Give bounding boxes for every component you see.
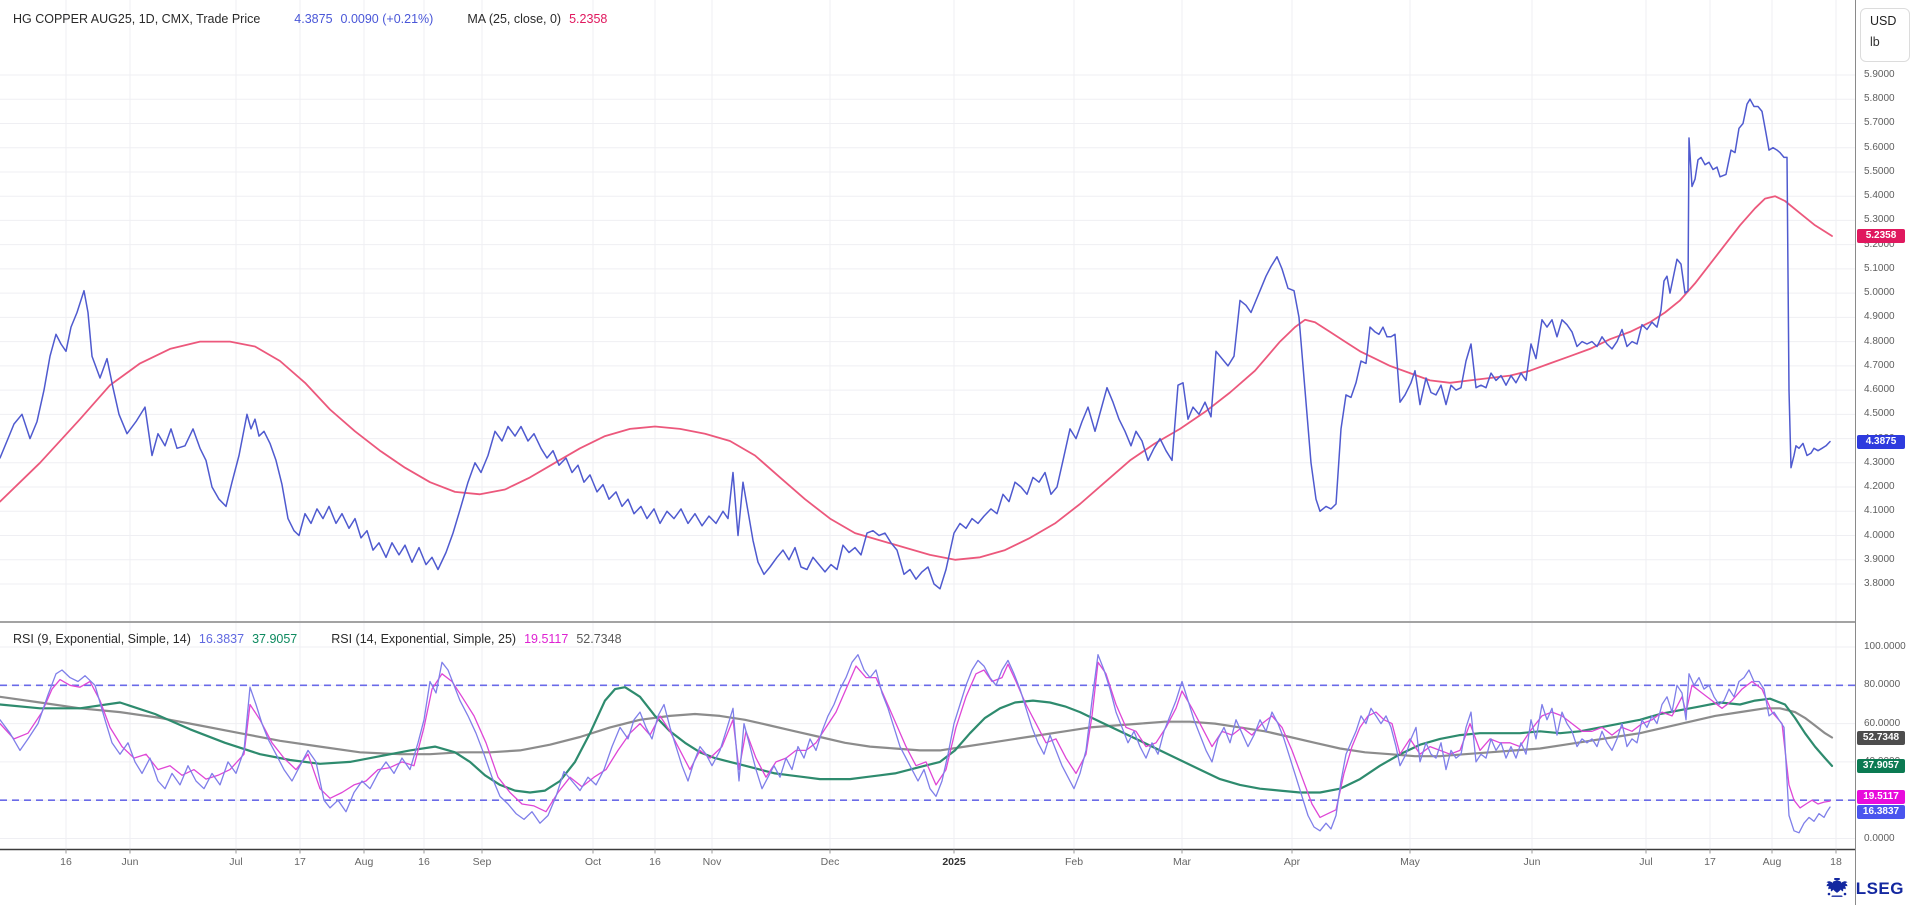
price-tick-label: 5.9000 — [1864, 69, 1895, 80]
rsi-tick-label: 100.0000 — [1864, 641, 1906, 652]
rsi9-indicator-label[interactable]: RSI (9, Exponential, Simple, 14) — [13, 632, 191, 646]
price-tick-label: 3.8000 — [1864, 578, 1895, 589]
rsi-tick-label: 0.0000 — [1864, 832, 1895, 844]
rsi-tick-label: 80.0000 — [1864, 679, 1901, 691]
rsi14-ma-value: 52.7348 — [576, 632, 622, 646]
time-tick-label: Aug — [1762, 856, 1782, 868]
price-tick-label: 5.4000 — [1864, 190, 1895, 202]
price-tick-label: 4.8000 — [1864, 335, 1895, 347]
rsi9-ma14-line — [0, 686, 1834, 794]
time-tick-label: 2025 — [942, 856, 966, 868]
time-tick-label: Apr — [1283, 856, 1301, 868]
price-tick-label: 5.2000 — [1864, 238, 1895, 250]
unit-measure-label: lb — [1870, 35, 1880, 49]
time-tick-label: Jun — [1523, 856, 1541, 868]
trade-price-line — [0, 98, 1831, 590]
rsi14-value: 19.5117 — [524, 632, 569, 646]
rsi9-line — [0, 654, 1831, 834]
time-tick-label: May — [1400, 856, 1420, 868]
unit-currency-label: USD — [1870, 14, 1897, 28]
rsi14-indicator-label[interactable]: RSI (14, Exponential, Simple, 25) — [331, 632, 517, 646]
rsi9-value: 16.3837 — [198, 632, 245, 646]
time-tick-label: 17 — [1704, 856, 1716, 868]
unit-box: USD lb — [1860, 8, 1910, 62]
price-tick-label: 4.6000 — [1864, 384, 1895, 396]
price-legend: HG COPPER AUG25, 1D, CMX, Trade Price 4.… — [13, 12, 607, 26]
time-tick-label: Feb — [1064, 856, 1084, 868]
time-tick-label: Dec — [820, 856, 840, 868]
time-tick-label: Oct — [584, 856, 602, 868]
rsi-axis-badge: 52.7348 — [1857, 730, 1905, 745]
price-tick-label: 4.2000 — [1864, 481, 1895, 493]
price-tick-label: 4.0000 — [1864, 529, 1895, 541]
time-tick-label: 16 — [60, 856, 72, 868]
price-tick-label: 4.1000 — [1864, 505, 1895, 517]
ma-indicator-label[interactable]: MA (25, close, 0) — [467, 12, 562, 26]
time-tick-label: Jul — [1639, 856, 1653, 868]
price-tick-label: 5.7000 — [1864, 117, 1895, 129]
time-tick-label: 18 — [1830, 856, 1842, 868]
time-tick-label: Jun — [121, 856, 139, 868]
price-change-value: 0.0090 (+0.21%) — [340, 12, 434, 26]
price-tick-label: 3.9000 — [1864, 553, 1895, 565]
time-tick-label: Mar — [1172, 856, 1192, 868]
price-tick-label: 5.6000 — [1864, 141, 1895, 153]
time-tick-label: Aug — [354, 856, 374, 868]
price-tick-label: 5.3000 — [1864, 214, 1895, 226]
ma-indicator-value: 5.2358 — [569, 12, 608, 26]
rsi-axis-badge: 37.9057 — [1857, 758, 1905, 773]
rsi-legend: RSI (9, Exponential, Simple, 14) 16.3837… — [13, 632, 622, 646]
price-tick-label: 4.5000 — [1864, 408, 1895, 420]
time-tick-label: Nov — [702, 856, 722, 868]
price-tick-label: 5.1000 — [1864, 262, 1895, 274]
last-price-value: 4.3875 — [294, 12, 333, 26]
price-tick-label: 4.3000 — [1864, 456, 1895, 468]
symbol-title: HG COPPER AUG25, 1D, CMX, Trade Price — [13, 12, 261, 26]
chart-plot-area[interactable] — [0, 0, 1855, 905]
price-axis-badge: 4.3875 — [1857, 434, 1905, 449]
price-axis[interactable]: USD lb 5.9000 5.8000 5.7000 5.6000 5.5000 5.4… — [1855, 0, 1916, 905]
time-tick-label: 16 — [649, 856, 661, 868]
rsi9-ma-value: 37.9057 — [252, 632, 298, 646]
price-tick-label: 5.0000 — [1864, 287, 1895, 299]
ma25-line — [0, 195, 1833, 561]
lseg-logo: LSEG — [1824, 877, 1904, 901]
rsi-axis-badge: 16.3837 — [1857, 805, 1905, 820]
time-tick-label: Sep — [472, 856, 492, 868]
lseg-logo-text: LSEG — [1855, 879, 1904, 898]
rsi-axis-badge: 19.5117 — [1857, 790, 1905, 805]
time-tick-label: 16 — [418, 856, 430, 868]
price-tick-label: 4.7000 — [1864, 359, 1895, 371]
rsi14-ma25-line — [0, 695, 1834, 758]
price-tick-label: 5.8000 — [1864, 93, 1895, 105]
price-axis-badge: 5.2358 — [1857, 228, 1905, 243]
time-tick-label: 17 — [294, 856, 306, 868]
rsi-tick-label: 60.0000 — [1864, 717, 1901, 729]
lseg-crest-icon — [1826, 878, 1848, 897]
price-tick-label: 5.5000 — [1864, 165, 1895, 177]
time-tick-label: Jul — [229, 856, 243, 868]
price-tick-label: 4.9000 — [1864, 311, 1895, 323]
